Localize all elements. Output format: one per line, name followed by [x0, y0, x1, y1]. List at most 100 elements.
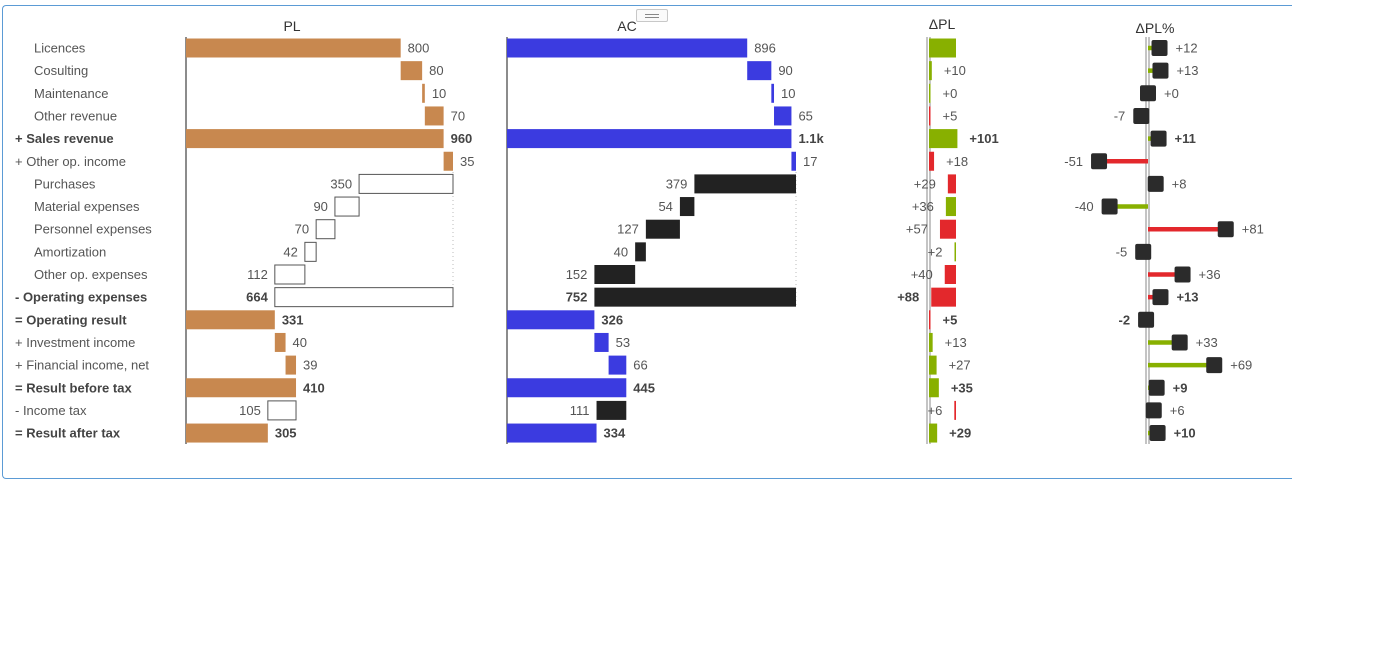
delta-pl-value-label: +0	[943, 86, 958, 101]
ac-value-label: 65	[798, 108, 812, 123]
delta-pl-value-label: +57	[906, 222, 928, 237]
delta-pl-bar	[947, 174, 956, 194]
delta-pl-value-label: +40	[911, 267, 933, 282]
delta-pl-bar	[929, 129, 958, 149]
delta-pl-value-label: +35	[951, 380, 973, 395]
delta-pl-percent-value-label: +33	[1196, 335, 1218, 350]
delta-pl-bar	[929, 332, 933, 352]
delta-pl-bar	[929, 83, 931, 103]
delta-pl-percent-value-label: +0	[1164, 86, 1179, 101]
delta-pl-percent-value-label: +81	[1242, 222, 1264, 237]
pl-value-label: 105	[239, 403, 261, 418]
ac-bar	[507, 38, 748, 58]
delta-pl-value-label: +18	[946, 154, 968, 169]
pl-bar	[315, 219, 336, 240]
pl-value-label: 305	[275, 426, 297, 441]
delta-pl-percent-value-label: +10	[1174, 426, 1196, 441]
pl-bar	[274, 332, 286, 352]
delta-pl-percent-value-label: +36	[1199, 267, 1221, 282]
pl-value-label: 331	[282, 312, 304, 327]
delta-pl-percent-value-label: -7	[1114, 108, 1126, 123]
delta-pl-bar	[929, 61, 932, 81]
pl-bar	[400, 61, 423, 81]
delta-pl-percent-marker	[1148, 379, 1165, 396]
delta-pl-percent-marker	[1145, 402, 1162, 419]
delta-pl-value-label: +13	[945, 335, 967, 350]
pl-bar	[274, 264, 306, 285]
ac-bar	[694, 174, 796, 194]
delta-pl-bar	[929, 38, 956, 58]
delta-pl-percent-marker	[1171, 334, 1188, 351]
delta-pl-percent-marker	[1140, 85, 1156, 102]
delta-pl-bar	[929, 378, 939, 398]
ac-value-label: 17	[803, 154, 817, 169]
delta-pl-value-label: +29	[949, 426, 971, 441]
ac-bar	[608, 355, 627, 375]
delta-pl-percent-marker	[1150, 130, 1167, 147]
row-label: Other revenue	[34, 108, 117, 123]
pl-value-label: 42	[283, 244, 297, 259]
delta-pl-bar	[931, 287, 956, 307]
delta-pl-percent-marker	[1101, 198, 1118, 215]
pl-bar	[334, 196, 360, 217]
delta-pl-percent-value-label: +13	[1176, 290, 1198, 305]
delta-pl-value-label: +10	[944, 63, 966, 78]
ac-value-label: 334	[604, 426, 626, 441]
column-title-delta-pl-percent: ΔPL%	[1136, 20, 1175, 36]
ac-value-label: 10	[781, 86, 795, 101]
ac-value-label: 111	[570, 403, 590, 418]
delta-pl-value-label: +5	[943, 108, 958, 123]
ac-bar	[774, 106, 792, 126]
pl-value-label: 35	[460, 154, 474, 169]
pl-value-label: 112	[247, 267, 268, 282]
delta-pl-value-label: +101	[969, 131, 998, 146]
delta-pl-percent-marker	[1135, 243, 1152, 260]
ac-value-label: 1.1k	[798, 131, 824, 146]
pl-bar	[274, 287, 454, 308]
pl-value-label: 664	[246, 290, 268, 305]
delta-pl-percent-marker	[1138, 311, 1155, 328]
ac-value-label: 752	[566, 290, 588, 305]
pl-bar	[186, 378, 297, 398]
pl-value-label: 350	[330, 176, 352, 191]
ac-value-label: 379	[666, 176, 688, 191]
delta-pl-value-label: +27	[949, 358, 971, 373]
pl-value-label: 40	[293, 335, 307, 350]
ac-bar	[594, 332, 609, 352]
delta-pl-bar	[929, 106, 931, 126]
pl-value-label: 10	[432, 86, 446, 101]
row-label: Personnel expenses	[34, 222, 152, 237]
delta-pl-percent-marker	[1217, 221, 1234, 238]
delta-pl-value-label: +29	[914, 176, 936, 191]
delta-pl-bar	[945, 197, 956, 217]
row-label: Licences	[34, 41, 86, 56]
pl-value-label: 70	[295, 222, 309, 237]
drag-handle-icon[interactable]	[636, 9, 668, 22]
delta-pl-percent-value-label: +13	[1176, 63, 1198, 78]
row-label: + Sales revenue	[15, 131, 114, 146]
pl-bar	[186, 38, 401, 58]
drag-handle-line	[645, 17, 659, 18]
delta-pl-bar	[929, 423, 938, 443]
delta-pl-percent-marker	[1152, 289, 1169, 306]
delta-pl-percent-value-label: +11	[1175, 131, 1196, 146]
ac-bar	[507, 378, 627, 398]
delta-pl-percent-value-label: +69	[1230, 358, 1252, 373]
column-title-ac: AC	[617, 18, 636, 34]
ac-value-label: 40	[614, 244, 628, 259]
ac-bar	[507, 310, 595, 330]
delta-pl-percent-value-label: +6	[1170, 403, 1185, 418]
row-label: + Other op. income	[15, 154, 126, 169]
pl-bar	[285, 355, 297, 375]
delta-pl-value-label: +5	[943, 312, 958, 327]
ac-bar	[594, 287, 796, 307]
chart-panel	[2, 5, 1292, 479]
pl-bar	[443, 151, 453, 171]
row-label: Amortization	[34, 244, 106, 259]
ac-value-label: 445	[633, 380, 655, 395]
pl-bar	[267, 400, 297, 421]
ac-bar	[507, 423, 597, 443]
delta-pl-percent-value-label: -2	[1119, 312, 1131, 327]
ac-value-label: 54	[658, 199, 672, 214]
